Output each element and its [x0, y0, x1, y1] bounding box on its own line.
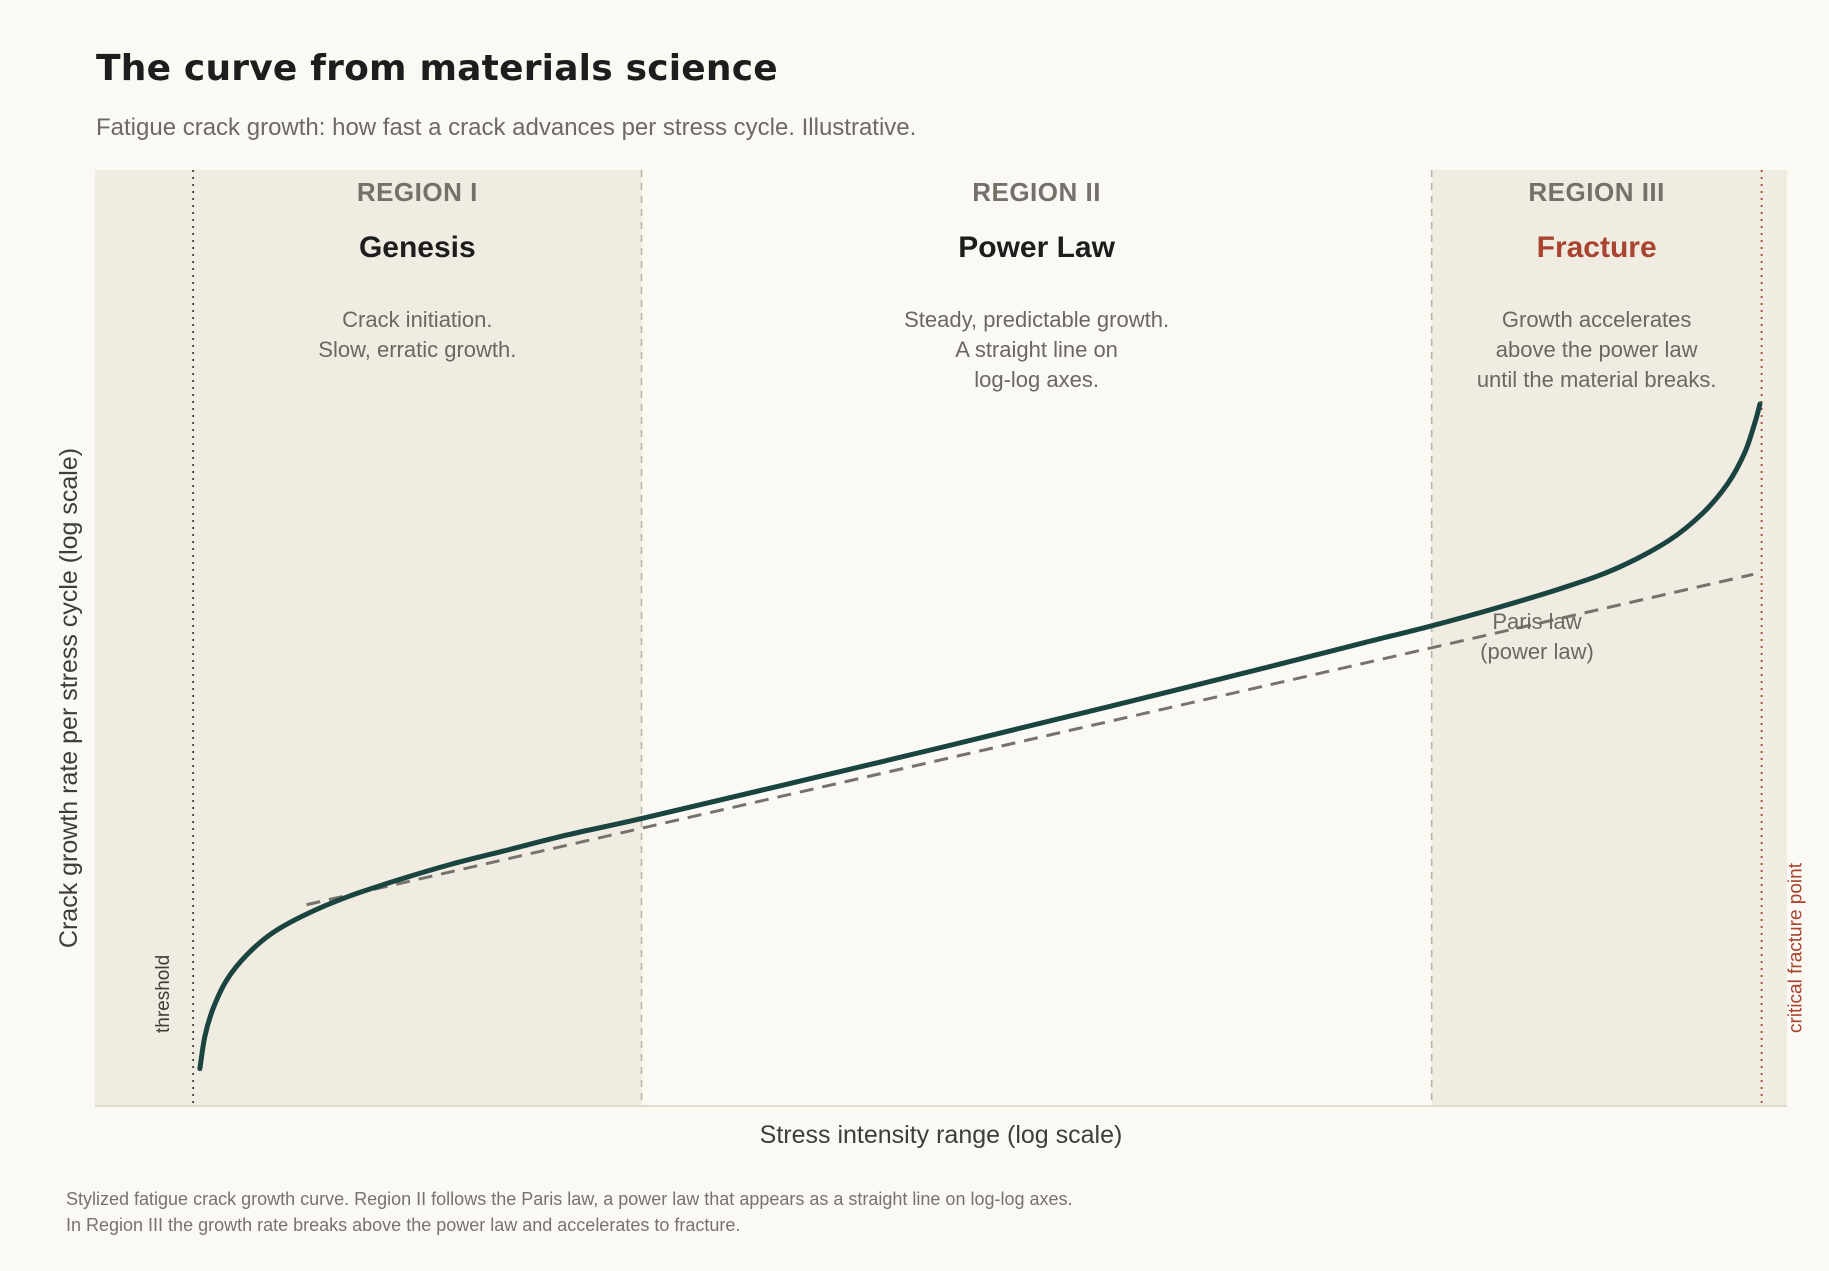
- region-1-desc-line: Crack initiation.: [342, 307, 492, 332]
- x-axis-label: Stress intensity range (log scale): [760, 1121, 1123, 1149]
- curve-layer: [197, 401, 1763, 1072]
- region-2-name: Power Law: [958, 231, 1115, 264]
- crack-growth-curve: [197, 401, 1763, 1072]
- region-2-desc-line: log-log axes.: [974, 367, 1099, 392]
- caption-line-1: Stylized fatigue crack growth curve. Reg…: [66, 1189, 1073, 1209]
- boundaries-layer: [192, 170, 1763, 1106]
- region-3-name: Fracture: [1537, 231, 1657, 264]
- paris-law-label-line: (power law): [1480, 639, 1594, 664]
- region-text-layer: REGION I Genesis Crack initiation. Slow, er…: [318, 177, 1716, 392]
- region-2-desc-line: Steady, predictable growth.: [904, 307, 1169, 332]
- paris-law-fit-line: [306, 572, 1754, 907]
- caption-line-2: In Region III the growth rate breaks abo…: [66, 1215, 741, 1235]
- region-3-desc-line: Growth accelerates: [1502, 307, 1692, 332]
- region-1-tag: REGION I: [357, 177, 478, 207]
- region-3-shade: [1431, 170, 1762, 1106]
- chart-title: The curve from materials science: [96, 48, 778, 89]
- region-1-shade: [193, 170, 642, 1106]
- region-2-desc-line: A straight line on: [955, 337, 1118, 362]
- region-3-desc-line: until the material breaks.: [1477, 367, 1717, 392]
- critical-fracture-label: critical fracture point: [1786, 862, 1807, 1033]
- chart-caption: Stylized fatigue crack growth curve. Reg…: [66, 1186, 1073, 1238]
- region-1-desc-line: Slow, erratic growth.: [318, 337, 516, 362]
- post-fracture-shade: [1761, 170, 1787, 1106]
- region-1-name: Genesis: [359, 231, 476, 264]
- threshold-label: threshold: [153, 955, 174, 1033]
- region-3-tag: REGION III: [1528, 177, 1664, 207]
- y-axis-label: Crack growth rate per stress cycle (log …: [55, 448, 83, 948]
- region-2-tag: REGION II: [972, 177, 1101, 207]
- paris-law-label-line: Paris law: [1492, 609, 1581, 634]
- chart-subtitle: Fatigue crack growth: how fast a crack a…: [96, 114, 917, 141]
- marker-text-layer: threshold critical fracture point: [153, 862, 1806, 1033]
- region-3-desc-line: above the power law: [1496, 337, 1698, 362]
- pre-threshold-shade: [95, 170, 194, 1106]
- regions-layer: [95, 170, 1787, 1106]
- fit-layer: Paris law (power law): [306, 572, 1754, 907]
